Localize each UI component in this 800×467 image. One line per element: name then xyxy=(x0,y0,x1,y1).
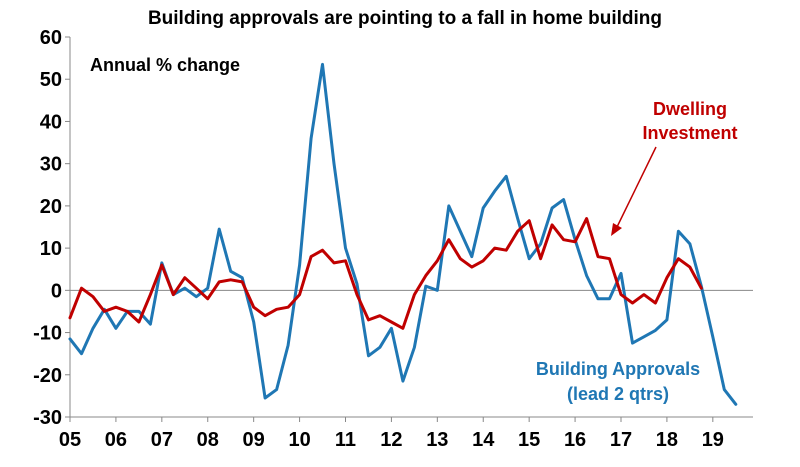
x-tick-label: 18 xyxy=(656,429,678,451)
dwelling-investment-line xyxy=(68,217,703,330)
x-tick-label: 19 xyxy=(702,429,724,451)
x-tick-label: 11 xyxy=(335,429,356,451)
x-tick-label: 09 xyxy=(243,429,265,451)
y-tick-label: 10 xyxy=(40,238,62,260)
series-lines xyxy=(68,62,738,406)
building-approvals-line xyxy=(68,62,738,406)
dwelling-pointer-arrow xyxy=(611,146,657,236)
x-axis-ticks: 05 06 07 08 09 10 11 12 13 14 15 16 17 18 19 xyxy=(59,417,724,451)
x-tick-label: 15 xyxy=(518,429,540,451)
y-axis-ticks: 60 50 40 30 20 10 0 -10 -20 -30 xyxy=(33,27,70,429)
unit-label: Annual % change xyxy=(90,55,240,75)
approvals-series-label-line2: (lead 2 qtrs) xyxy=(567,384,669,404)
x-tick-label: 17 xyxy=(610,429,632,451)
x-tick-label: 13 xyxy=(426,429,448,451)
y-tick-label: 40 xyxy=(40,111,62,133)
dwelling-series-label-line2: Investment xyxy=(642,123,737,143)
dwelling-series-label-line1: Dwelling xyxy=(653,99,727,119)
y-tick-label: 50 xyxy=(40,69,62,91)
y-tick-label: 20 xyxy=(40,196,62,218)
x-tick-label: 14 xyxy=(472,429,495,451)
approvals-series-label-line1: Building Approvals xyxy=(536,359,700,379)
y-tick-label: 30 xyxy=(40,154,62,176)
x-tick-label: 12 xyxy=(380,429,402,451)
y-tick-label: 0 xyxy=(51,280,62,302)
x-tick-label: 06 xyxy=(105,429,127,451)
y-tick-label: -20 xyxy=(33,365,62,387)
y-tick-label: 60 xyxy=(40,27,62,49)
x-tick-label: 10 xyxy=(288,429,310,451)
chart-title: Building approvals are pointing to a fal… xyxy=(148,8,662,29)
y-tick-label: -30 xyxy=(33,407,62,429)
x-tick-label: 07 xyxy=(151,429,173,451)
x-tick-label: 08 xyxy=(197,429,219,451)
x-tick-label: 05 xyxy=(59,429,81,451)
x-tick-label: 16 xyxy=(564,429,586,451)
y-tick-label: -10 xyxy=(33,323,62,345)
